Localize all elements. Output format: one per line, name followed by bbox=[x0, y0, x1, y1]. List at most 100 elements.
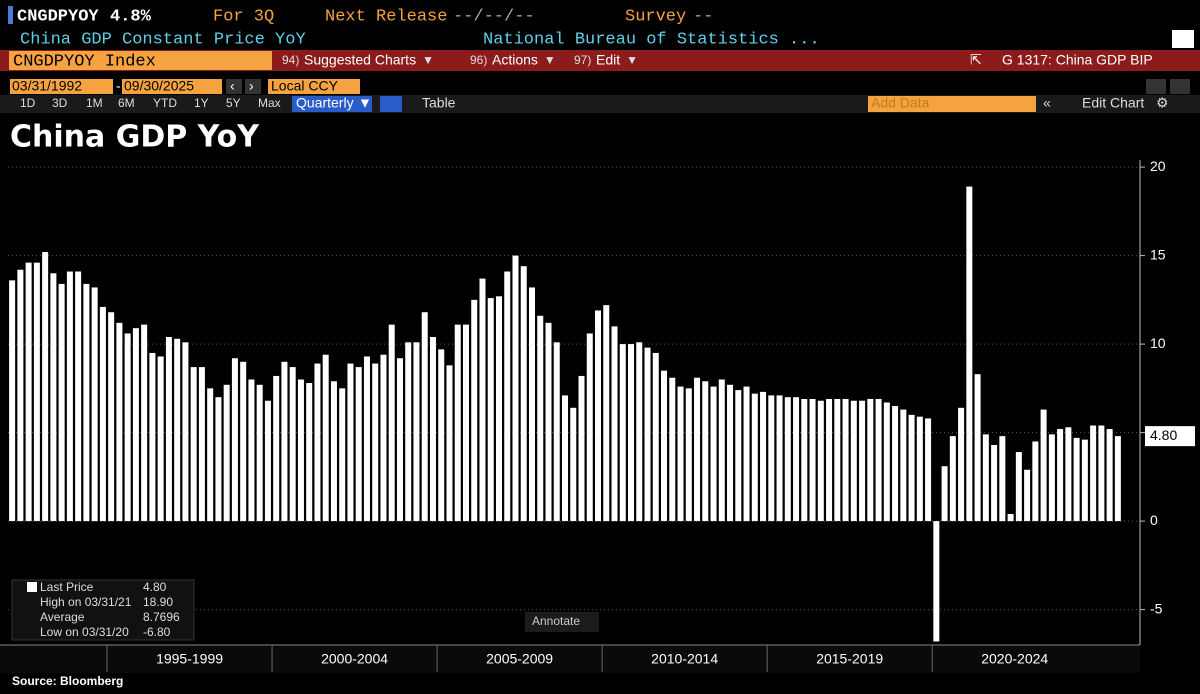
survey-value: -- bbox=[693, 7, 713, 26]
frequency-box[interactable] bbox=[292, 96, 372, 112]
period-button[interactable]: Max bbox=[258, 96, 281, 110]
bar bbox=[504, 271, 511, 522]
bar bbox=[248, 379, 255, 522]
bar bbox=[826, 398, 833, 522]
annotate: Annotate bbox=[532, 614, 580, 628]
menu-bar bbox=[0, 50, 1200, 71]
bar bbox=[1015, 452, 1022, 522]
menu-item[interactable]: Edit bbox=[596, 52, 620, 68]
security-box[interactable] bbox=[9, 51, 272, 70]
collapse[interactable]: « bbox=[1043, 95, 1051, 111]
bar bbox=[429, 337, 436, 522]
bar bbox=[198, 367, 205, 522]
x-axis-band bbox=[0, 645, 1140, 673]
bar bbox=[50, 273, 57, 522]
bar bbox=[1081, 439, 1088, 522]
next[interactable] bbox=[245, 79, 261, 94]
security: CNGDPYOY Index bbox=[13, 52, 156, 71]
bar bbox=[1098, 425, 1105, 522]
bar bbox=[694, 377, 701, 522]
period-button[interactable]: YTD bbox=[153, 96, 177, 110]
bar bbox=[17, 269, 24, 522]
period-button[interactable]: 1D bbox=[20, 96, 36, 110]
period-button[interactable]: 1Y bbox=[194, 96, 209, 110]
undo[interactable] bbox=[1146, 79, 1166, 94]
frequency: Quarterly bbox=[296, 95, 354, 111]
bar bbox=[75, 271, 82, 522]
y-tick-label: 0 bbox=[1150, 512, 1158, 528]
period: For 3Q bbox=[213, 7, 274, 26]
bar bbox=[339, 388, 346, 522]
redo[interactable] bbox=[1170, 79, 1190, 94]
period-button[interactable]: 3D bbox=[52, 96, 68, 110]
bar bbox=[1073, 437, 1080, 522]
bar bbox=[677, 386, 684, 522]
bar bbox=[25, 262, 32, 522]
bar bbox=[116, 322, 123, 522]
add-data: Add Data bbox=[871, 95, 930, 111]
bar bbox=[867, 398, 874, 522]
bar bbox=[438, 349, 445, 522]
bar bbox=[108, 312, 115, 522]
x-group-label: 2005-2009 bbox=[486, 651, 553, 667]
last-value-tag bbox=[1145, 426, 1195, 447]
bar bbox=[314, 363, 321, 522]
bar bbox=[603, 305, 610, 522]
last-value-label: 4.80 bbox=[1150, 427, 1177, 443]
bar bbox=[760, 391, 767, 522]
bar bbox=[99, 306, 106, 522]
bar bbox=[776, 395, 783, 522]
line-icon[interactable] bbox=[380, 96, 402, 112]
legend-name: Last Price bbox=[40, 580, 94, 594]
bar bbox=[619, 344, 626, 522]
bar bbox=[1040, 409, 1047, 522]
prev-icon: ‹ bbox=[230, 78, 235, 94]
bar bbox=[157, 356, 164, 522]
bar bbox=[817, 400, 824, 522]
x-group-label: 1995-1999 bbox=[156, 651, 223, 667]
bar bbox=[834, 398, 841, 522]
bar bbox=[91, 287, 98, 522]
frequency-caret: ▼ bbox=[358, 95, 372, 111]
bar bbox=[528, 287, 535, 522]
bar bbox=[768, 395, 775, 522]
annotate-box[interactable] bbox=[525, 612, 599, 632]
bar bbox=[875, 398, 882, 522]
bar bbox=[281, 361, 288, 522]
period-button[interactable]: 1M bbox=[86, 96, 103, 110]
menu-icon[interactable]: ⇱ bbox=[970, 52, 982, 68]
menu-item[interactable]: Suggested Charts bbox=[304, 52, 416, 68]
bar bbox=[586, 333, 593, 522]
period-button[interactable]: 5Y bbox=[226, 96, 241, 110]
bar bbox=[141, 324, 148, 522]
bar bbox=[520, 266, 527, 522]
dash: - bbox=[116, 78, 121, 94]
bar bbox=[42, 252, 49, 522]
settings[interactable]: ⚙ bbox=[1156, 95, 1169, 111]
table[interactable]: Table bbox=[422, 95, 456, 111]
legend-name: Average bbox=[40, 610, 85, 624]
bar bbox=[545, 322, 552, 522]
last: 4.8% bbox=[110, 7, 152, 26]
start-date-box[interactable] bbox=[10, 79, 113, 94]
edit-chart[interactable]: Edit Chart bbox=[1082, 95, 1144, 111]
bar bbox=[570, 407, 577, 522]
bar bbox=[1057, 429, 1064, 522]
y-tick-label: 15 bbox=[1150, 246, 1166, 262]
x-group-label: 2015-2019 bbox=[816, 651, 883, 667]
currency-box[interactable] bbox=[268, 79, 360, 94]
legend-name: Low on 03/31/20 bbox=[40, 625, 129, 639]
prev[interactable] bbox=[226, 79, 242, 94]
end-date-box[interactable] bbox=[122, 79, 222, 94]
bar bbox=[495, 296, 502, 522]
bar bbox=[702, 381, 709, 522]
bar bbox=[289, 367, 296, 522]
icon[interactable] bbox=[1172, 30, 1194, 48]
menu-item[interactable]: Actions bbox=[492, 52, 538, 68]
bar bbox=[479, 278, 486, 522]
add-data-box[interactable] bbox=[868, 96, 1036, 112]
bar bbox=[462, 324, 469, 522]
period-button[interactable]: 6M bbox=[118, 96, 135, 110]
start-date: 03/31/1992 bbox=[12, 78, 82, 94]
